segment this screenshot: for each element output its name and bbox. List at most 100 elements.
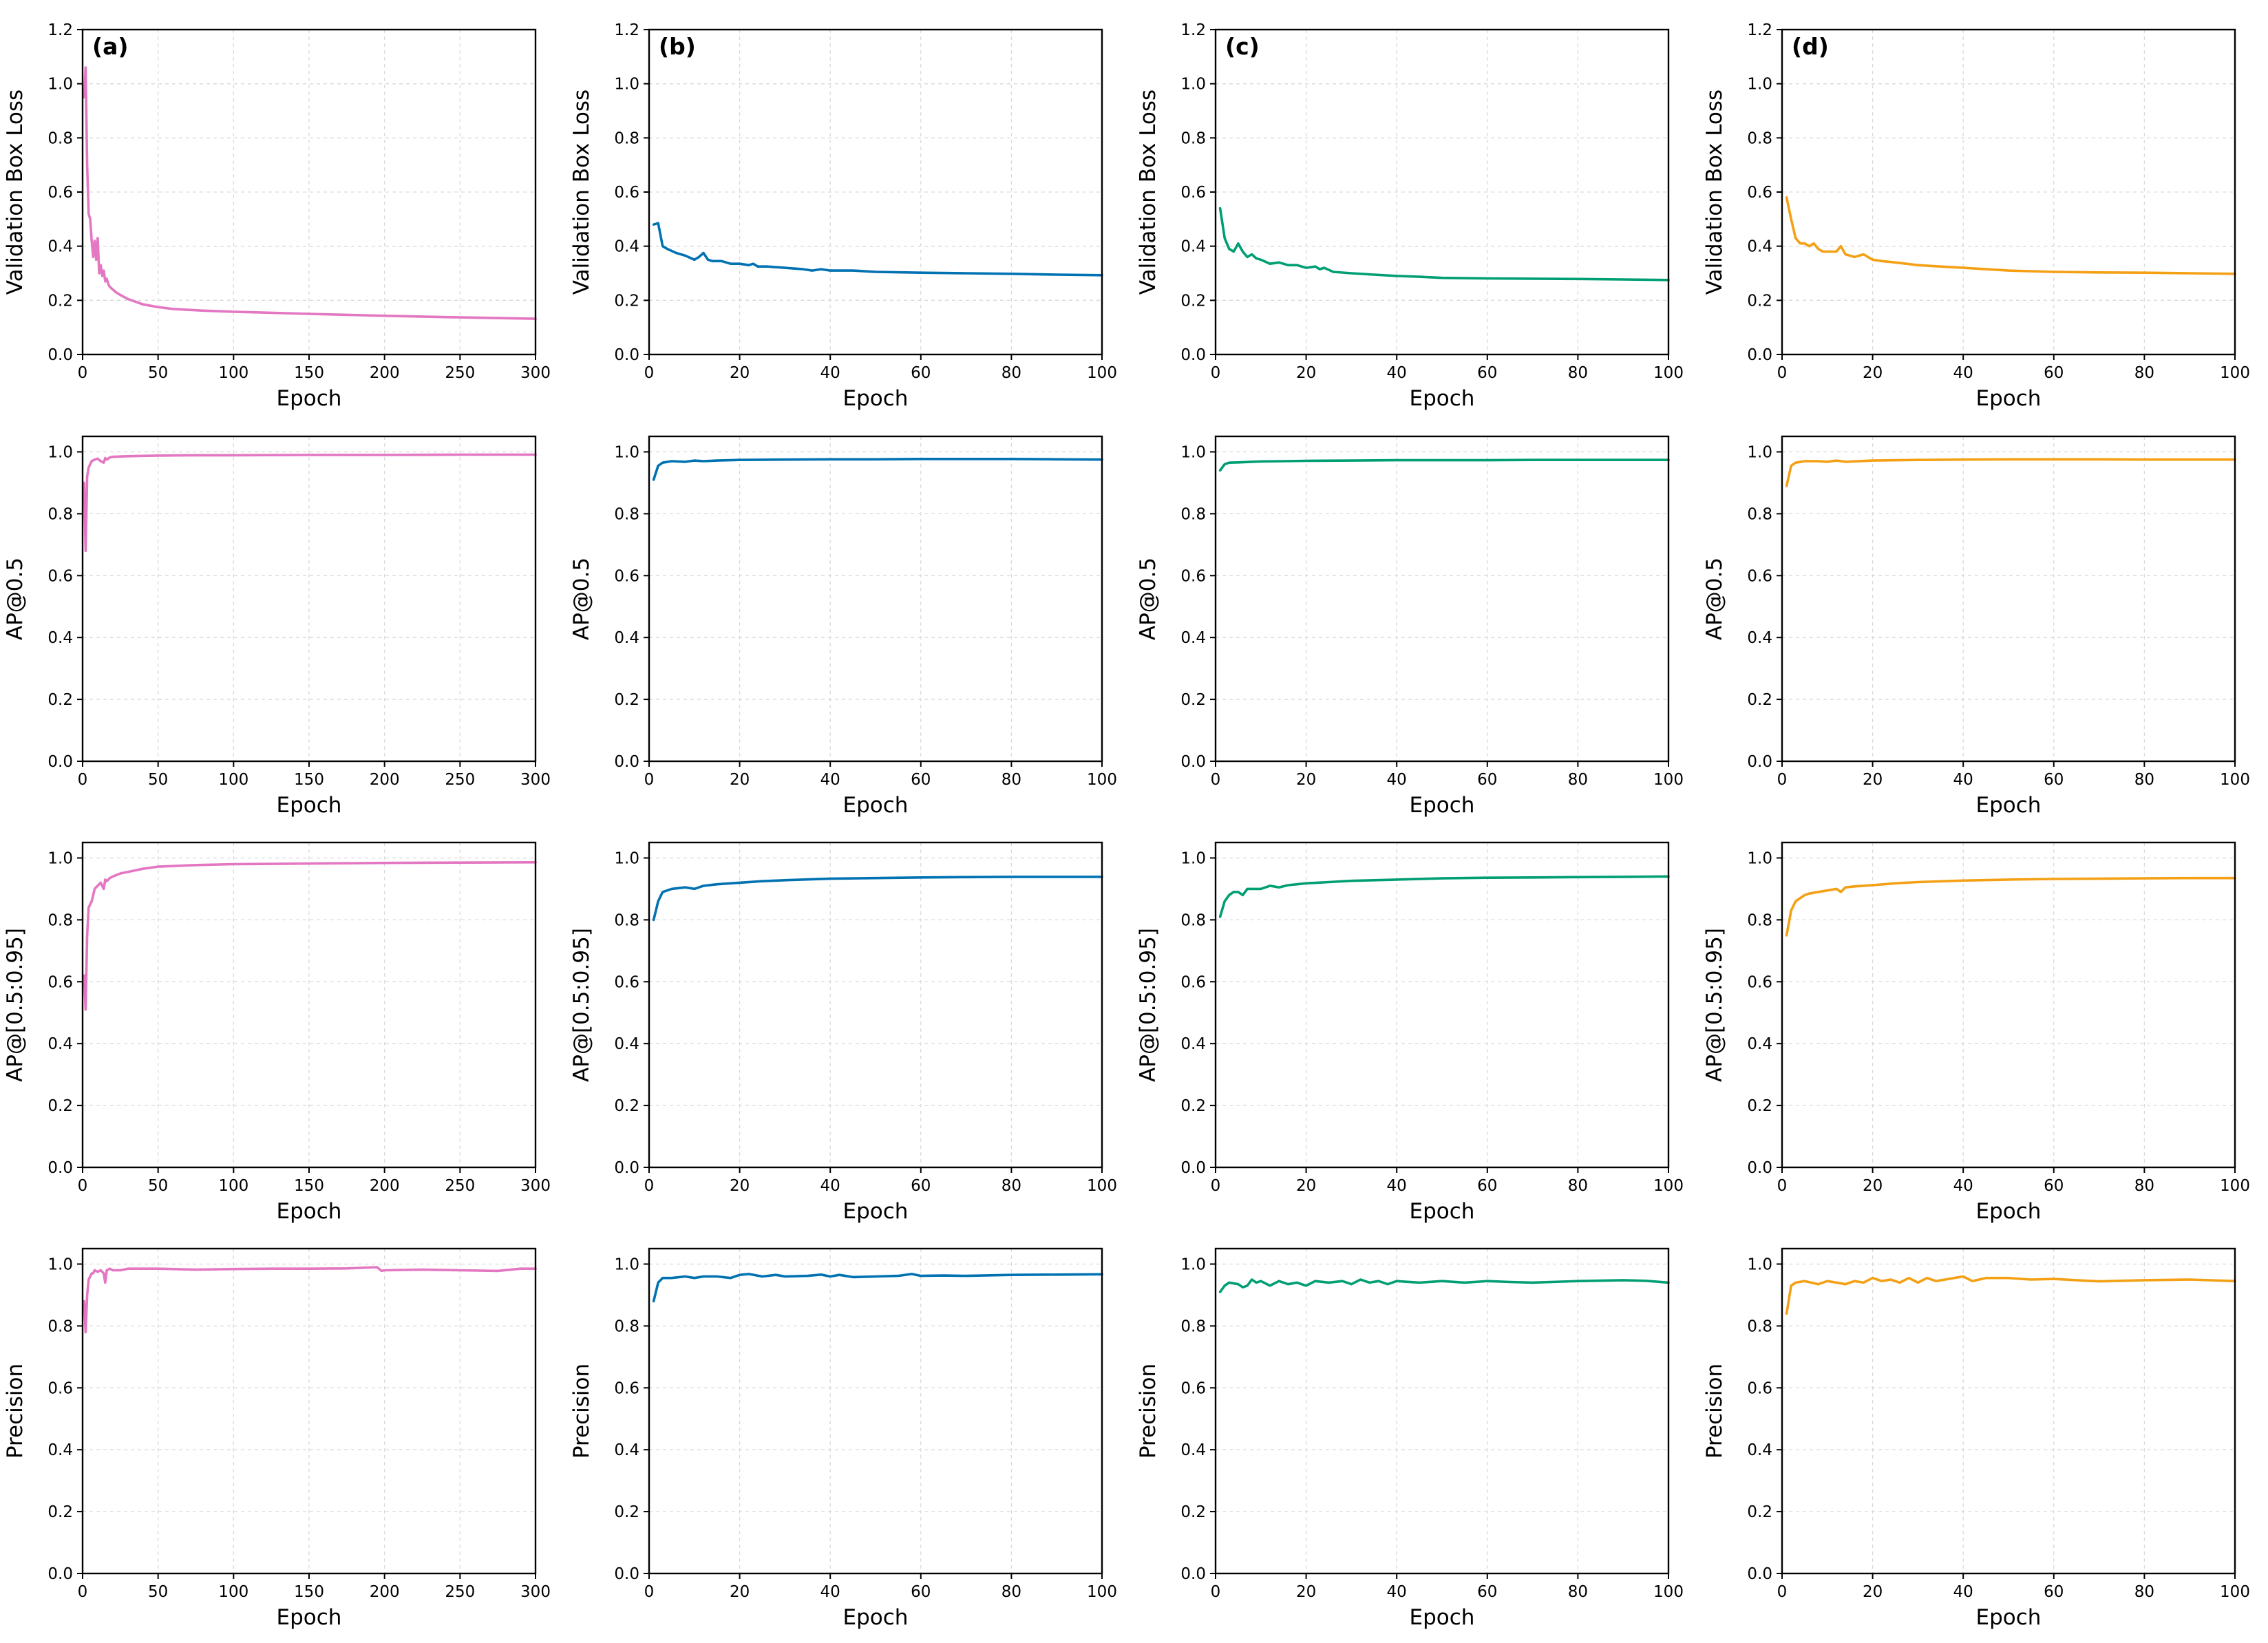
y-tick-label: 1.0 [614, 76, 639, 94]
x-tick-label: 0 [1211, 1583, 1221, 1601]
x-axis-label: Epoch [1410, 1605, 1475, 1630]
x-tick-label: 300 [520, 771, 551, 789]
x-tick-label: 20 [1296, 1177, 1316, 1195]
x-tick-label: 0 [1211, 364, 1221, 382]
y-tick-label: 0.2 [1747, 691, 1772, 709]
series-line [83, 453, 537, 553]
x-tick-label: 150 [294, 1583, 324, 1601]
y-tick-label: 1.0 [1180, 443, 1206, 461]
y-tick-label: 1.0 [1747, 443, 1772, 461]
y-tick-label: 0.4 [47, 629, 73, 647]
y-tick-label: 0.8 [47, 129, 73, 147]
x-tick-label: 0 [1777, 1583, 1788, 1601]
axes-frame [1781, 1247, 2236, 1575]
series-line [1218, 458, 1670, 472]
series-line [1218, 1278, 1670, 1293]
y-tick-label: 0.6 [1747, 184, 1772, 202]
y-tick-label: 1.0 [614, 849, 639, 867]
y-tick-label: 0.4 [1180, 1441, 1206, 1459]
y-tick-label: 0.0 [47, 1159, 73, 1177]
x-tick-label: 50 [148, 1177, 168, 1195]
x-tick-label: 80 [1001, 771, 1021, 789]
y-tick-label: 0.8 [614, 1317, 639, 1335]
y-tick-label: 0.8 [1180, 129, 1206, 147]
y-tick-label: 0.8 [614, 129, 639, 147]
x-axis-label: Epoch [277, 793, 342, 818]
x-tick-label: 20 [1863, 1177, 1883, 1195]
x-tick-label: 40 [1953, 1583, 1973, 1601]
axes-frame [648, 841, 1103, 1169]
x-tick-label: 60 [2044, 1583, 2064, 1601]
x-tick-label: 80 [1568, 1583, 1588, 1601]
x-tick-label: 0 [78, 364, 88, 382]
x-axis-label: Epoch [1410, 793, 1475, 818]
series-line [652, 222, 1103, 277]
y-tick-label: 0.2 [614, 1503, 639, 1521]
y-tick-label: 0.6 [614, 1379, 639, 1397]
y-axis-label: AP@[0.5:0.95] [569, 928, 594, 1082]
subplot-2-2: 0 20 40 60 80 100 0.0 0.2 0.4 0.6 0.8 1.0 Epoch AP@0.… [569, 435, 1117, 818]
y-tick-label: 1.0 [1180, 76, 1206, 94]
x-tick-label: 250 [445, 1177, 475, 1195]
x-tick-label: 60 [1477, 771, 1497, 789]
axes-frame [1781, 28, 2236, 356]
x-axis-label: Epoch [277, 386, 342, 411]
y-tick-label: 0.6 [1180, 973, 1206, 991]
y-tick-label: 0.0 [1180, 1159, 1206, 1177]
y-tick-label: 0.2 [1180, 691, 1206, 709]
y-tick-label: 0.2 [1747, 1097, 1772, 1115]
subplot-2-3: 0 20 40 60 80 100 0.0 0.2 0.4 0.6 0.8 1.0 Epoch AP@0.… [1136, 435, 1684, 818]
x-tick-label: 80 [1568, 1177, 1588, 1195]
series-line [1785, 876, 2236, 937]
series-line [83, 66, 537, 320]
x-tick-label: 80 [2134, 364, 2154, 382]
x-tick-label: 60 [1477, 364, 1497, 382]
subplot-4-2: 0 20 40 60 80 100 0.0 0.2 0.4 0.6 0.8 1.0 Epoch Preci… [569, 1247, 1117, 1630]
x-tick-label: 20 [1863, 1583, 1883, 1601]
y-tick-label: 0.0 [47, 753, 73, 771]
x-tick-label: 100 [1653, 1583, 1684, 1601]
y-tick-label: 0.6 [47, 184, 73, 202]
panel-label: (c) [1225, 33, 1260, 60]
x-tick-label: 80 [1001, 364, 1021, 382]
x-tick-label: 150 [294, 364, 324, 382]
x-tick-label: 200 [370, 364, 400, 382]
y-tick-label: 0.4 [47, 1441, 73, 1459]
y-tick-label: 0.2 [1180, 292, 1206, 310]
y-tick-label: 1.0 [1180, 849, 1206, 867]
series-line [1785, 458, 2236, 487]
x-tick-label: 250 [445, 771, 475, 789]
y-tick-label: 0.6 [1180, 1379, 1206, 1397]
y-axis-label: AP@0.5 [1702, 558, 1727, 640]
x-axis-label: Epoch [277, 1199, 342, 1224]
subplot-1-1: 0 50 100 150 200 250 300 0.0 0.2 0.4 0.6 0.8 1.0 1.2 E… [3, 21, 551, 411]
series-line [652, 876, 1103, 922]
y-tick-label: 0.8 [47, 1317, 73, 1335]
y-tick-label: 0.0 [47, 1565, 73, 1583]
x-tick-label: 80 [1568, 364, 1588, 382]
subplot-2-4: 0 20 40 60 80 100 0.0 0.2 0.4 0.6 0.8 1.0 Epoch AP@0.… [1702, 435, 2250, 818]
subplot-3-2: 0 20 40 60 80 100 0.0 0.2 0.4 0.6 0.8 1.0 Epoch AP@[0… [569, 841, 1117, 1224]
x-tick-label: 0 [644, 364, 655, 382]
x-tick-label: 0 [1211, 771, 1221, 789]
y-tick-label: 0.0 [1180, 346, 1206, 364]
axes-frame [1214, 1247, 1670, 1575]
y-tick-label: 0.2 [614, 1097, 639, 1115]
x-tick-label: 50 [148, 771, 168, 789]
y-tick-label: 0.2 [1180, 1097, 1206, 1115]
subplot-1-4: 0 20 40 60 80 100 0.0 0.2 0.4 0.6 0.8 1.0 1.2 Epoch Va… [1702, 21, 2250, 411]
y-axis-label: AP@0.5 [569, 558, 594, 640]
y-axis-label: Precision [569, 1364, 594, 1459]
y-tick-label: 0.8 [614, 911, 639, 929]
y-axis-label: Precision [1136, 1364, 1161, 1459]
y-tick-label: 0.6 [1747, 1379, 1772, 1397]
x-tick-label: 40 [1387, 1177, 1407, 1195]
x-axis-label: Epoch [1410, 386, 1475, 411]
y-axis-label: Validation Box Loss [1702, 89, 1727, 295]
y-tick-label: 0.2 [614, 691, 639, 709]
subplot-1-2: 0 20 40 60 80 100 0.0 0.2 0.4 0.6 0.8 1.0 1.2 Epoch Va… [569, 21, 1117, 411]
y-tick-label: 0.8 [47, 505, 73, 523]
x-tick-label: 100 [218, 1177, 248, 1195]
y-tick-label: 0.0 [1747, 346, 1772, 364]
axes-frame [648, 435, 1103, 763]
